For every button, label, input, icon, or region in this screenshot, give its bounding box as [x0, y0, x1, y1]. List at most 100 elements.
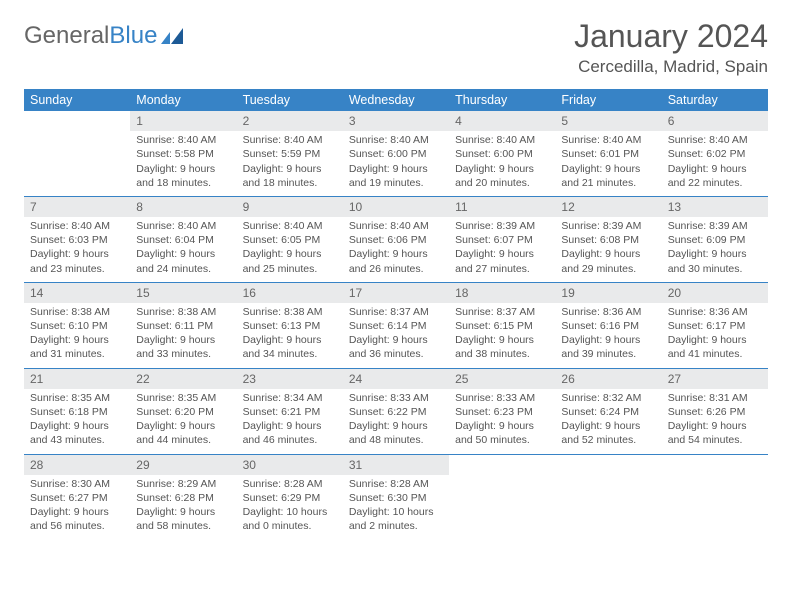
daylight-text: Daylight: 9 hours and 25 minutes.	[243, 247, 337, 275]
daylight-text: Daylight: 10 hours and 2 minutes.	[349, 505, 443, 533]
day-number: 29	[130, 455, 236, 475]
day-number: 26	[555, 369, 661, 389]
sunset-text: Sunset: 6:20 PM	[136, 405, 230, 419]
daylight-text: Daylight: 9 hours and 44 minutes.	[136, 419, 230, 447]
daylight-text: Daylight: 9 hours and 36 minutes.	[349, 333, 443, 361]
day-number: 9	[237, 197, 343, 217]
sunrise-text: Sunrise: 8:40 AM	[455, 133, 549, 147]
daylight-text: Daylight: 9 hours and 22 minutes.	[668, 162, 762, 190]
sunrise-text: Sunrise: 8:40 AM	[349, 219, 443, 233]
day-body: Sunrise: 8:38 AMSunset: 6:11 PMDaylight:…	[130, 303, 236, 368]
day-cell: 2Sunrise: 8:40 AMSunset: 5:59 PMDaylight…	[237, 111, 343, 196]
daylight-text: Daylight: 9 hours and 34 minutes.	[243, 333, 337, 361]
day-cell: 25Sunrise: 8:33 AMSunset: 6:23 PMDayligh…	[449, 369, 555, 454]
sunrise-text: Sunrise: 8:39 AM	[561, 219, 655, 233]
daylight-text: Daylight: 9 hours and 20 minutes.	[455, 162, 549, 190]
day-body: Sunrise: 8:40 AMSunset: 6:04 PMDaylight:…	[130, 217, 236, 282]
sunset-text: Sunset: 6:13 PM	[243, 319, 337, 333]
day-body: Sunrise: 8:40 AMSunset: 6:06 PMDaylight:…	[343, 217, 449, 282]
sunrise-text: Sunrise: 8:34 AM	[243, 391, 337, 405]
logo-text-2: Blue	[109, 22, 157, 49]
day-body: Sunrise: 8:40 AMSunset: 6:00 PMDaylight:…	[343, 131, 449, 196]
day-body: Sunrise: 8:40 AMSunset: 5:59 PMDaylight:…	[237, 131, 343, 196]
sunrise-text: Sunrise: 8:30 AM	[30, 477, 124, 491]
dow-tuesday: Tuesday	[237, 89, 343, 111]
daylight-text: Daylight: 9 hours and 23 minutes.	[30, 247, 124, 275]
daylight-text: Daylight: 9 hours and 38 minutes.	[455, 333, 549, 361]
daylight-text: Daylight: 9 hours and 18 minutes.	[136, 162, 230, 190]
day-cell: 28Sunrise: 8:30 AMSunset: 6:27 PMDayligh…	[24, 455, 130, 540]
day-cell	[555, 455, 661, 540]
day-body: Sunrise: 8:37 AMSunset: 6:15 PMDaylight:…	[449, 303, 555, 368]
sunset-text: Sunset: 6:11 PM	[136, 319, 230, 333]
sunrise-text: Sunrise: 8:29 AM	[136, 477, 230, 491]
day-number: 27	[662, 369, 768, 389]
day-cell: 15Sunrise: 8:38 AMSunset: 6:11 PMDayligh…	[130, 283, 236, 368]
day-body: Sunrise: 8:32 AMSunset: 6:24 PMDaylight:…	[555, 389, 661, 454]
sunrise-text: Sunrise: 8:35 AM	[136, 391, 230, 405]
day-cell: 30Sunrise: 8:28 AMSunset: 6:29 PMDayligh…	[237, 455, 343, 540]
day-number: 18	[449, 283, 555, 303]
sunrise-text: Sunrise: 8:39 AM	[668, 219, 762, 233]
sunset-text: Sunset: 6:07 PM	[455, 233, 549, 247]
day-number: 5	[555, 111, 661, 131]
sunset-text: Sunset: 6:28 PM	[136, 491, 230, 505]
sunset-text: Sunset: 6:02 PM	[668, 147, 762, 161]
day-body: Sunrise: 8:40 AMSunset: 6:05 PMDaylight:…	[237, 217, 343, 282]
day-body: Sunrise: 8:36 AMSunset: 6:17 PMDaylight:…	[662, 303, 768, 368]
sunrise-text: Sunrise: 8:40 AM	[349, 133, 443, 147]
day-number: 12	[555, 197, 661, 217]
sunrise-text: Sunrise: 8:39 AM	[455, 219, 549, 233]
sunset-text: Sunset: 6:29 PM	[243, 491, 337, 505]
day-body: Sunrise: 8:40 AMSunset: 6:00 PMDaylight:…	[449, 131, 555, 196]
day-number: 20	[662, 283, 768, 303]
logo: GeneralBlue	[24, 22, 181, 50]
sunset-text: Sunset: 5:58 PM	[136, 147, 230, 161]
day-body: Sunrise: 8:33 AMSunset: 6:22 PMDaylight:…	[343, 389, 449, 454]
day-number: 11	[449, 197, 555, 217]
sunset-text: Sunset: 6:22 PM	[349, 405, 443, 419]
sunset-text: Sunset: 6:14 PM	[349, 319, 443, 333]
day-cell: 19Sunrise: 8:36 AMSunset: 6:16 PMDayligh…	[555, 283, 661, 368]
day-cell: 13Sunrise: 8:39 AMSunset: 6:09 PMDayligh…	[662, 197, 768, 282]
sunset-text: Sunset: 5:59 PM	[243, 147, 337, 161]
daylight-text: Daylight: 9 hours and 19 minutes.	[349, 162, 443, 190]
sunrise-text: Sunrise: 8:36 AM	[561, 305, 655, 319]
day-body: Sunrise: 8:31 AMSunset: 6:26 PMDaylight:…	[662, 389, 768, 454]
day-cell: 6Sunrise: 8:40 AMSunset: 6:02 PMDaylight…	[662, 111, 768, 196]
sunset-text: Sunset: 6:00 PM	[349, 147, 443, 161]
day-body: Sunrise: 8:28 AMSunset: 6:30 PMDaylight:…	[343, 475, 449, 540]
day-cell	[449, 455, 555, 540]
sunrise-text: Sunrise: 8:37 AM	[349, 305, 443, 319]
day-body: Sunrise: 8:30 AMSunset: 6:27 PMDaylight:…	[24, 475, 130, 540]
day-number: 1	[130, 111, 236, 131]
sunset-text: Sunset: 6:15 PM	[455, 319, 549, 333]
daylight-text: Daylight: 9 hours and 21 minutes.	[561, 162, 655, 190]
sunset-text: Sunset: 6:21 PM	[243, 405, 337, 419]
day-cell: 29Sunrise: 8:29 AMSunset: 6:28 PMDayligh…	[130, 455, 236, 540]
sunrise-text: Sunrise: 8:28 AM	[243, 477, 337, 491]
day-cell: 10Sunrise: 8:40 AMSunset: 6:06 PMDayligh…	[343, 197, 449, 282]
dow-friday: Friday	[555, 89, 661, 111]
daylight-text: Daylight: 9 hours and 31 minutes.	[30, 333, 124, 361]
day-number: 24	[343, 369, 449, 389]
day-cell: 11Sunrise: 8:39 AMSunset: 6:07 PMDayligh…	[449, 197, 555, 282]
day-body: Sunrise: 8:40 AMSunset: 5:58 PMDaylight:…	[130, 131, 236, 196]
daylight-text: Daylight: 9 hours and 24 minutes.	[136, 247, 230, 275]
sunrise-text: Sunrise: 8:35 AM	[30, 391, 124, 405]
day-number: 25	[449, 369, 555, 389]
sunrise-text: Sunrise: 8:32 AM	[561, 391, 655, 405]
day-cell: 5Sunrise: 8:40 AMSunset: 6:01 PMDaylight…	[555, 111, 661, 196]
day-body: Sunrise: 8:39 AMSunset: 6:07 PMDaylight:…	[449, 217, 555, 282]
logo-mark-icon	[161, 28, 181, 44]
sunset-text: Sunset: 6:30 PM	[349, 491, 443, 505]
sunset-text: Sunset: 6:17 PM	[668, 319, 762, 333]
day-cell: 16Sunrise: 8:38 AMSunset: 6:13 PMDayligh…	[237, 283, 343, 368]
day-of-week-header: Sunday Monday Tuesday Wednesday Thursday…	[24, 89, 768, 111]
sunrise-text: Sunrise: 8:40 AM	[30, 219, 124, 233]
day-cell: 21Sunrise: 8:35 AMSunset: 6:18 PMDayligh…	[24, 369, 130, 454]
sunset-text: Sunset: 6:04 PM	[136, 233, 230, 247]
day-number: 16	[237, 283, 343, 303]
daylight-text: Daylight: 9 hours and 41 minutes.	[668, 333, 762, 361]
day-number: 14	[24, 283, 130, 303]
